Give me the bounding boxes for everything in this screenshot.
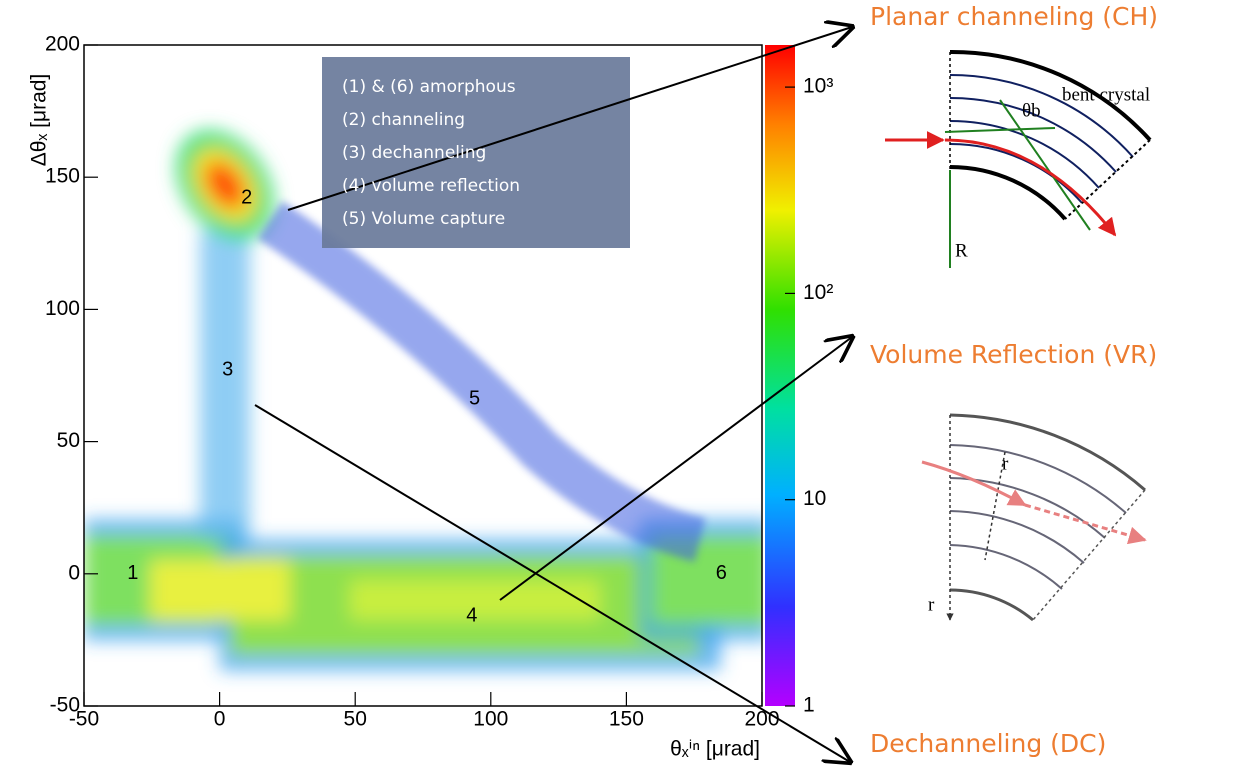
y-tick-label: 100	[45, 297, 80, 320]
x-tick-label: 200	[744, 708, 779, 731]
colorbar-tick-label: 1	[803, 694, 815, 717]
x-axis-label: θₓⁱⁿ [μrad]	[670, 738, 760, 761]
diagram-label: θb	[1022, 100, 1041, 121]
region-label: 6	[716, 562, 727, 584]
vr-diagram	[921, 413, 1147, 622]
x-tick-label: 100	[473, 708, 508, 731]
x-tick-label: -50	[69, 708, 99, 731]
region-label: 3	[222, 358, 233, 380]
legend-line: (3) dechanneling	[342, 143, 486, 163]
plot-frame	[83, 44, 763, 707]
region-label: 1	[127, 562, 138, 584]
legend-box	[322, 57, 630, 248]
y-tick-label: -50	[50, 694, 80, 717]
y-tick-label: 200	[45, 33, 80, 56]
legend-line: (1) & (6) amorphous	[342, 77, 516, 97]
colorbar-tick-label: 10³	[803, 75, 833, 98]
legend-line: (2) channeling	[342, 110, 465, 130]
region-label: 4	[466, 604, 477, 626]
ch-diagram	[885, 49, 1152, 268]
callout-title: Planar channeling (CH)	[870, 2, 1158, 31]
colorbar-tick-label: 10²	[803, 281, 833, 304]
callout-title: Volume Reflection (VR)	[870, 340, 1157, 369]
callout-title: Dechanneling (DC)	[870, 729, 1106, 758]
diagram-label: r	[1002, 453, 1009, 474]
diagram-label: r	[928, 594, 935, 615]
legend-line: (5) Volume capture	[342, 209, 505, 229]
y-tick-label: 150	[45, 165, 80, 188]
colorbar-tick-label: 10	[803, 487, 826, 510]
callout-arrows	[254, 27, 852, 762]
legend-line: (4) volume reflection	[342, 176, 520, 196]
y-axis-label: Δθₓ [μrad]	[28, 74, 51, 167]
region-label: 2	[241, 187, 252, 209]
y-tick-label: 0	[68, 561, 80, 584]
density	[84, 130, 762, 670]
x-tick-label: 50	[344, 708, 367, 731]
region-label: 5	[469, 388, 480, 410]
diagram-label: R	[955, 240, 968, 261]
diagram-label: bent crystal	[1062, 84, 1150, 105]
x-tick-label: 0	[214, 708, 226, 731]
x-tick-label: 150	[609, 708, 644, 731]
colorbar	[765, 45, 795, 706]
y-tick-label: 50	[57, 429, 80, 452]
